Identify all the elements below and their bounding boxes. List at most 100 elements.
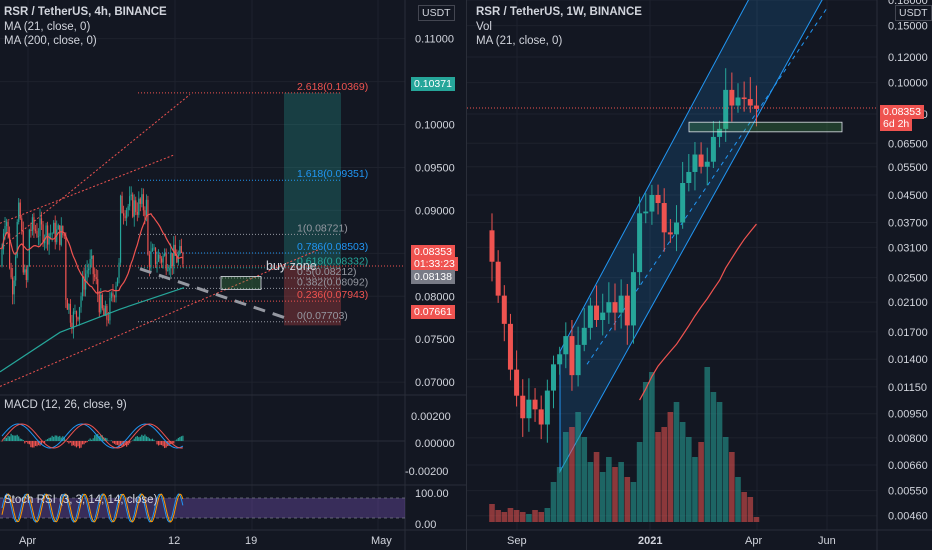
left-candle-body: [60, 225, 62, 245]
left-chart-title[interactable]: RSR / TetherUS, 4h, BINANCE: [4, 6, 167, 18]
macd-histogram-bar: [164, 441, 166, 449]
right-chart-panel[interactable]: 0.180000.150000.120000.100000.080000.065…: [467, 0, 932, 550]
volume-bar: [692, 457, 698, 522]
left-candle-body: [132, 194, 134, 217]
left-candle-body: [110, 293, 113, 298]
left-candle-body: [1, 249, 3, 267]
left-candle-body: [80, 296, 82, 308]
left-candle-body: [170, 253, 172, 269]
left-chart-canvas[interactable]: 0.110000.105000.100000.095000.090000.085…: [0, 0, 466, 550]
left-candle-body: [116, 277, 119, 286]
fib-level-label: 0(0.07703): [297, 310, 348, 322]
right-candle-body: [655, 194, 661, 204]
right-y-tick-label: 0.02500: [888, 273, 928, 285]
macd-histogram-bar: [68, 441, 70, 444]
left-candle-body: [9, 233, 11, 268]
volume-bar: [710, 392, 717, 522]
right-candle-body: [563, 336, 569, 355]
left-candle-body: [12, 277, 14, 295]
left-candle-body: [24, 269, 26, 273]
left-ma200-legend[interactable]: MA (200, close, 0): [4, 35, 97, 47]
macd-histogram-bar: [37, 441, 40, 446]
left-candle-body: [69, 304, 71, 323]
right-y-tick-label: 0.01700: [888, 327, 928, 339]
volume-bar: [716, 402, 723, 522]
left-candle-body: [28, 229, 30, 267]
macd-histogram-bar: [83, 441, 85, 445]
macd-histogram-bar: [161, 441, 163, 446]
right-currency-button[interactable]: USDT: [895, 5, 932, 21]
macd-axis-label-zero: 0.00000: [415, 438, 455, 450]
left-candle-body: [133, 200, 135, 217]
right-candle-body: [551, 364, 556, 391]
volume-bar: [495, 510, 501, 522]
right-candle-body: [686, 171, 692, 184]
fib-level-label: 1.618(0.09351): [297, 168, 368, 180]
macd-histogram-bar: [74, 441, 76, 447]
macd-histogram-bar: [33, 441, 35, 448]
volume-bar: [569, 427, 575, 522]
left-stop-price-tag: 0.07661: [411, 305, 455, 319]
left-ma21-legend[interactable]: MA (21, close, 0): [4, 21, 91, 33]
macd-histogram-bar: [31, 441, 33, 448]
right-candle-body: [538, 409, 544, 425]
macd-histogram-bar: [159, 441, 161, 445]
macd-histogram-bar: [92, 438, 94, 441]
volume-bar: [661, 427, 667, 522]
panel-divider[interactable]: [466, 0, 467, 550]
macd-histogram-bar: [144, 434, 146, 441]
macd-histogram-bar: [57, 436, 59, 441]
left-last-price-tag: 0.08353: [411, 245, 455, 259]
left-candle-body: [112, 293, 114, 297]
right-candle-body: [587, 305, 593, 328]
left-candle-body: [129, 196, 131, 207]
volume-bar: [501, 512, 508, 522]
macd-histogram-bar: [63, 437, 65, 441]
right-candle-body: [637, 213, 643, 273]
macd-legend[interactable]: MACD (12, 26, close, 9): [4, 399, 127, 411]
macd-histogram-bar: [15, 435, 17, 441]
left-candle-body: [115, 285, 117, 298]
left-candle-body: [18, 202, 20, 223]
right-y-tick-label: 0.03100: [888, 242, 928, 254]
right-candle-body: [581, 327, 587, 345]
right-ma21-legend[interactable]: MA (21, close, 0): [476, 35, 563, 47]
right-y-tick-label: 0.18000: [888, 0, 928, 7]
stoch-rsi-legend[interactable]: Stoch RSI (3, 3, 14, 14, close): [4, 494, 158, 506]
left-candle-body: [151, 248, 154, 252]
left-candle-body: [42, 224, 44, 244]
left-candle-body: [13, 280, 15, 295]
volume-bar: [735, 477, 741, 522]
macd-histogram-bar: [142, 435, 144, 441]
left-currency-button[interactable]: USDT: [418, 5, 455, 21]
volume-bar: [544, 508, 551, 522]
left-candle-body: [34, 229, 37, 231]
right-y-tick-label: 0.04500: [888, 190, 928, 202]
volume-bar: [526, 514, 532, 522]
left-candle-body: [78, 307, 81, 320]
macd-histogram-bar: [86, 441, 88, 443]
macd-histogram-bar: [165, 441, 167, 448]
macd-histogram-bar: [43, 441, 46, 443]
volume-bar: [649, 372, 655, 522]
right-chart-canvas[interactable]: 0.180000.150000.120000.100000.080000.065…: [467, 0, 932, 550]
volume-bar: [587, 462, 594, 522]
right-vol-legend[interactable]: Vol: [476, 21, 492, 33]
left-candle-body: [109, 297, 111, 321]
right-candle-body: [575, 344, 581, 376]
left-candle-body: [31, 217, 33, 231]
volume-bar: [532, 510, 538, 522]
right-chart-title[interactable]: RSR / TetherUS, 1W, BINANCE: [476, 6, 642, 18]
fib-level-label: 1(0.08721): [297, 222, 348, 234]
fib-level-label: 0.236(0.07943): [297, 289, 368, 301]
right-x-label-jun: Jun: [818, 535, 836, 547]
left-candle-body: [138, 198, 140, 215]
left-candle-body: [7, 221, 9, 234]
left-candle-body: [98, 294, 100, 313]
left-chart-panel[interactable]: 0.110000.105000.100000.095000.090000.085…: [0, 0, 466, 550]
macd-histogram-bar: [1, 441, 3, 442]
left-candle-body: [92, 255, 94, 275]
left-candle-body: [15, 256, 17, 281]
macd-histogram-bar: [124, 441, 126, 445]
left-candle-body: [124, 215, 126, 219]
